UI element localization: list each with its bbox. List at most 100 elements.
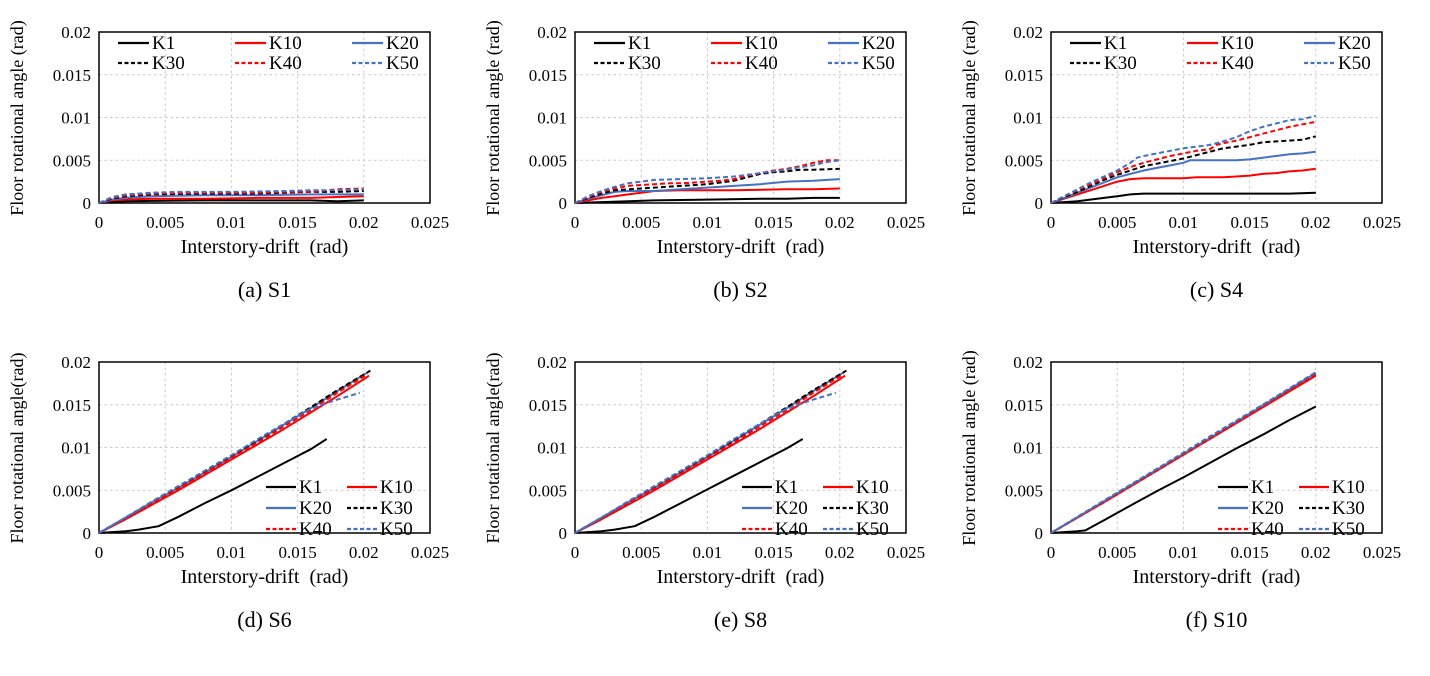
y-tick-label: 0.02 [1013,23,1043,42]
series-line-K40 [1050,120,1316,204]
legend-label-K50: K50 [1332,519,1365,540]
x-tick-label: 0.015 [1230,543,1268,562]
legend-label-K40: K40 [269,53,302,74]
caption-s4: (c) S4 [1189,277,1244,302]
series-line-K1 [574,196,840,204]
chart-s1: Floor rotational angle (rad) 0 0.005 0.01 0… [0,8,476,303]
series-line-K1 [98,199,364,204]
plot-border [574,31,907,204]
x-tick-label: 0.02 [1301,213,1331,232]
legend-label-K1: K1 [299,477,322,498]
y-axis-title-s1: Floor rotational angle (rad) [7,20,27,216]
x-tick-label: 0 [95,213,104,232]
legend-label-K20: K20 [775,498,808,519]
legend-label-K50: K50 [856,519,889,540]
series-line-K1 [98,438,328,534]
x-tick-label: 0.005 [146,213,184,232]
plot-border [98,31,431,204]
legend-label-K20: K20 [299,498,332,519]
y-tick-label: 0.015 [1005,396,1043,415]
legend-label-K1: K1 [1104,33,1127,54]
chart-canvas-s1: 0 0.005 0.01 0.015 0.02 0.025 0.02 0.015 0.01 0.0… [53,23,449,232]
series-line-K10 [574,374,846,534]
legend-label-K50: K50 [386,53,419,74]
series-line-K50 [1050,114,1317,204]
legend-label-K40: K40 [1221,53,1254,74]
series-line-K20 [1050,150,1316,204]
series-line-K10 [98,374,370,534]
plot-area-s1: 0 0.005 0.01 0.015 0.02 0.025 0.02 0.015 0.01 0.0… [0,8,476,240]
legend-label-K30: K30 [380,498,413,519]
series-line-K20 [98,193,364,204]
x-tick-label: 0.01 [217,543,247,562]
x-tick-label: 0.01 [217,213,247,232]
y-tick-label: 0 [1035,194,1044,213]
legend-label-K30: K30 [1104,53,1137,74]
legend-label-K10: K10 [380,477,413,498]
y-tick-label: 0.005 [529,151,567,170]
x-tick-label: 0.015 [278,543,316,562]
legend-label-K40: K40 [299,519,332,540]
x-tick-label: 0.025 [887,213,925,232]
x-tick-label: 0.005 [146,543,184,562]
y-tick-label: 0.02 [537,23,567,42]
x-tick-label: 0.005 [1098,213,1136,232]
series-line-K50 [98,391,361,534]
y-tick-label: 0.015 [529,66,567,85]
plot-border [1050,31,1383,204]
x-axis-title-s2: Interstory-drift (rad) [656,236,825,258]
y-axis-title-s6: Floor rotational angle(rad) [7,352,27,544]
y-tick-label: 0.005 [53,151,91,170]
legend-label-K20: K20 [386,33,419,54]
x-tick-label: 0.025 [411,543,449,562]
x-tick-label: 0.015 [754,213,792,232]
series-line-K10 [1050,167,1316,204]
x-tick-label: 0.005 [1098,543,1136,562]
series-line-K30 [574,167,840,204]
x-tick-label: 0.015 [1230,213,1268,232]
series-line-K40 [1050,373,1317,534]
y-tick-label: 0.005 [1005,151,1043,170]
series-line-K1 [1050,405,1317,534]
y-tick-label: 0.01 [61,109,91,128]
x-tick-label: 0.025 [1363,543,1401,562]
series-line-K20 [574,178,840,204]
y-tick-label: 0.01 [1013,439,1043,458]
series-line-K50 [574,159,840,204]
x-axis-title-s4: Interstory-drift (rad) [1132,236,1301,258]
legend-label-K10: K10 [745,33,778,54]
plot-area-s4: 0 0.005 0.01 0.015 0.02 0.025 0.02 0.015 0.01 0.0… [952,8,1428,240]
y-tick-label: 0 [83,524,92,543]
x-axis-title-s1: Interstory-drift (rad) [180,236,349,258]
plot-border [1050,361,1383,534]
legend-label-K1: K1 [775,477,798,498]
x-tick-label: 0.015 [754,543,792,562]
x-tick-label: 0 [571,213,580,232]
legend-label-K30: K30 [152,53,185,74]
y-axis-title-s4: Floor rotational angle (rad) [959,20,979,216]
y-tick-label: 0.015 [53,396,91,415]
y-tick-label: 0.02 [61,23,91,42]
y-tick-label: 0 [83,194,92,213]
y-tick-label: 0.02 [1013,353,1043,372]
legend-label-K40: K40 [745,53,778,74]
y-tick-label: 0.005 [53,481,91,500]
legend-label-K30: K30 [856,498,889,519]
x-axis-title-s8: Interstory-drift (rad) [656,566,825,588]
y-tick-label: 0.005 [1005,481,1043,500]
figure-grid: Floor rotational angle (rad) 0 0.005 0.01 0… [0,8,1430,633]
legend-label-K50: K50 [1338,53,1371,74]
x-tick-label: 0.005 [622,213,660,232]
chart-s10: Floor rotational angle (rad) 0 0.005 0.01 0… [952,338,1428,633]
plot-area-s2: 0 0.005 0.01 0.015 0.02 0.025 0.02 0.015 0.01 0.0… [476,8,952,240]
y-tick-label: 0.01 [537,109,567,128]
y-tick-label: 0.015 [53,66,91,85]
x-tick-label: 0.015 [278,213,316,232]
x-tick-label: 0.01 [693,213,723,232]
legend-label-K20: K20 [862,33,895,54]
y-tick-label: 0.01 [1013,109,1043,128]
series-line-K50 [574,391,837,534]
legend-label-K40: K40 [1251,519,1284,540]
y-tick-label: 0.02 [61,353,91,372]
series-line-K30 [1050,135,1317,204]
